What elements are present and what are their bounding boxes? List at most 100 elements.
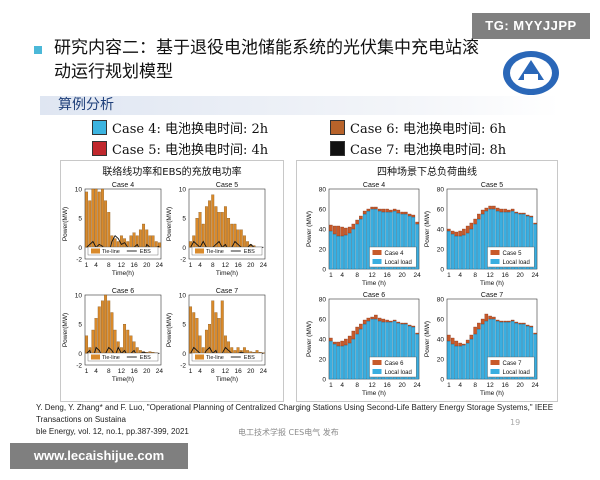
local-load-bar bbox=[344, 234, 348, 270]
legend-case: Case 7 bbox=[503, 361, 523, 367]
y-tick-label: 10 bbox=[179, 293, 187, 300]
tie-line-bar bbox=[142, 223, 146, 248]
case-load-bar bbox=[488, 205, 492, 210]
x-tick-label: 16 bbox=[234, 368, 242, 375]
case-load-bar bbox=[411, 325, 416, 328]
case-load-bar bbox=[404, 211, 408, 215]
case-load-bar bbox=[415, 332, 419, 335]
local-load-bar bbox=[351, 228, 356, 270]
local-load-bar bbox=[336, 235, 341, 270]
page-number: 19 bbox=[510, 418, 521, 427]
legend-box bbox=[191, 352, 263, 362]
case-load-bar bbox=[499, 320, 504, 323]
tie-line-bar bbox=[154, 241, 158, 248]
subplot-title: Case 6 bbox=[112, 288, 134, 295]
case-load-bar bbox=[336, 225, 341, 237]
case-load-bar bbox=[499, 208, 504, 213]
tie-line-bar bbox=[91, 188, 95, 248]
x-tick-label: 16 bbox=[130, 368, 138, 375]
x-tick-label: 12 bbox=[118, 262, 126, 269]
tie-line-bar bbox=[151, 235, 155, 248]
case-load-bar bbox=[480, 318, 485, 325]
x-tick-label: 1 bbox=[189, 368, 193, 375]
case-load-bar bbox=[492, 205, 496, 210]
y-tick-label: 20 bbox=[319, 357, 327, 364]
y-tick-label: 0 bbox=[78, 351, 82, 358]
case-load-bar bbox=[340, 340, 344, 347]
x-axis-label: Time (h) bbox=[480, 280, 504, 287]
tie-line-bar bbox=[198, 335, 202, 354]
tie-line-bar bbox=[236, 347, 240, 354]
x-tick-label: 1 bbox=[447, 272, 451, 279]
local-load-bar bbox=[473, 333, 477, 380]
tie-line-bar bbox=[88, 200, 92, 248]
case-load-bar bbox=[404, 322, 408, 325]
case-4-label: Case 4: 电池换电时间: 2h bbox=[92, 120, 268, 138]
local-load-bar bbox=[340, 345, 344, 380]
case-load-bar bbox=[344, 338, 348, 346]
case-load-bar bbox=[507, 209, 511, 213]
x-tick-label: 4 bbox=[198, 262, 202, 269]
y-tick-label: 80 bbox=[437, 187, 445, 194]
case-load-bar bbox=[447, 334, 451, 342]
case-load-bar bbox=[477, 322, 481, 330]
case-load-bar bbox=[525, 324, 530, 327]
y-tick-label: 10 bbox=[75, 187, 83, 194]
case-load-bar bbox=[370, 316, 374, 320]
x-tick-label: 8 bbox=[211, 262, 215, 269]
case-load-bar bbox=[407, 213, 412, 217]
tie-line-bar bbox=[97, 191, 101, 248]
legend-local-swatch bbox=[490, 369, 500, 374]
reference-line-1: Y. Deng, Y. Zhang* and F. Luo, "Operatio… bbox=[36, 403, 554, 424]
x-tick-label: 24 bbox=[156, 262, 164, 269]
x-tick-label: 12 bbox=[487, 272, 495, 279]
subplot-7: Case 7 -2 0 5 10 1 4 8 12 16 20 24 Time(h) Power(MW) T… bbox=[166, 288, 267, 383]
case-load-bar bbox=[340, 226, 344, 237]
y-tick-label: 40 bbox=[437, 337, 445, 344]
tie-line-bar bbox=[201, 347, 205, 354]
case-load-bar bbox=[347, 226, 352, 234]
tie-line-bar bbox=[126, 329, 130, 354]
tie-line-bar bbox=[100, 188, 104, 248]
case-5-swatch bbox=[92, 141, 107, 156]
local-load-bar bbox=[447, 230, 451, 270]
legend-local-load: Local load bbox=[385, 370, 412, 376]
subplot-title: Case 5 bbox=[216, 182, 238, 189]
case-load-bar bbox=[385, 319, 389, 323]
reference-citation: Y. Deng, Y. Zhang* and F. Luo, "Operatio… bbox=[36, 402, 576, 438]
local-load-bar bbox=[340, 235, 344, 270]
case-load-bar bbox=[480, 209, 485, 215]
tie-line-bar bbox=[138, 229, 142, 248]
tie-line-bar bbox=[119, 235, 123, 248]
case-load-bar bbox=[450, 230, 455, 235]
tie-line-bar bbox=[123, 324, 127, 354]
y-axis-label: Power(MW) bbox=[166, 207, 173, 241]
y-tick-label: 5 bbox=[78, 322, 82, 329]
tie-line-bar bbox=[223, 335, 227, 354]
case-load-bar bbox=[332, 341, 337, 345]
legend-ebs: EBS bbox=[140, 355, 151, 361]
case-7-swatch bbox=[330, 141, 345, 156]
x-tick-label: 20 bbox=[247, 262, 255, 269]
x-tick-label: 12 bbox=[369, 382, 377, 389]
case-7-text: Case 7: 电池换电时间: 8h bbox=[350, 143, 507, 158]
case-load-bar bbox=[377, 208, 382, 212]
case-load-bar bbox=[522, 322, 526, 325]
x-tick-label: 16 bbox=[502, 272, 510, 279]
local-load-bar bbox=[458, 345, 462, 380]
legend-case: Case 6 bbox=[385, 361, 405, 367]
case-load-bar bbox=[374, 206, 378, 210]
case-load-bar bbox=[473, 326, 477, 335]
case-load-bar bbox=[484, 207, 489, 212]
legend-tie-line: Tie-line bbox=[102, 355, 120, 361]
legend-tie-line: Tie-line bbox=[206, 249, 224, 255]
legend-tie-line-swatch bbox=[91, 248, 100, 254]
tie-line-bar bbox=[211, 300, 215, 354]
y-tick-label: -2 bbox=[76, 363, 82, 370]
subplot-title: Case 7 bbox=[216, 288, 238, 295]
case-load-bar bbox=[462, 343, 466, 346]
y-tick-label: 5 bbox=[182, 216, 186, 223]
local-load-bar bbox=[362, 213, 367, 270]
x-axis-label: Time (h) bbox=[362, 280, 386, 287]
case-load-bar bbox=[389, 320, 393, 323]
